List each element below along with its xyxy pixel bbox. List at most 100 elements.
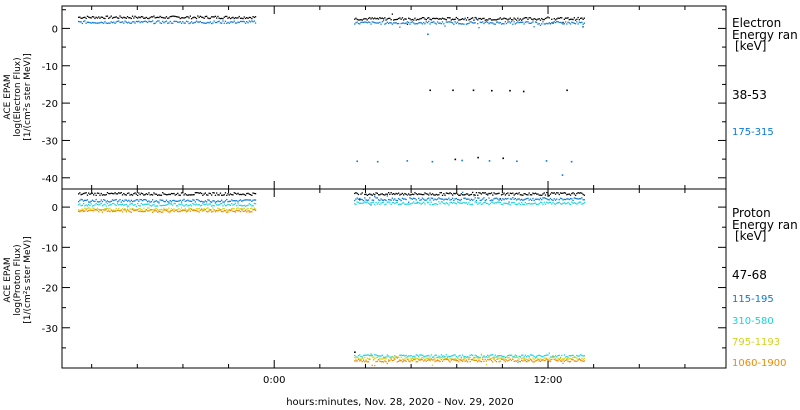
electron-series-1-point [482,21,484,23]
proton-series-1-point [227,201,229,203]
proton-series-2-point [357,355,360,357]
proton-series-2-point [465,356,468,358]
electron-series-0-point [172,15,174,17]
proton-series-0-point [455,192,457,194]
proton-series-2-point [180,203,183,205]
proton-series-1-point [561,198,563,200]
proton-series-2-point [467,203,469,205]
proton-series-2-point [89,204,91,207]
proton-series-2-point [479,202,481,204]
proton-series-1-point [249,199,252,201]
proton-series-0-point [221,194,223,196]
electron-series-0-point [488,18,490,20]
proton-series-0-point [172,193,174,195]
proton-series-0-point [140,192,142,194]
proton-series-3-point [405,357,407,359]
proton-series-1-point [521,198,523,201]
proton-series-3-point [193,208,195,211]
proton-series-1-point [431,197,434,199]
proton-series-3-point [88,207,90,209]
proton-series-2-point [411,356,414,358]
proton-series-2-point [543,355,545,357]
proton-series-4-point [130,211,132,213]
electron-series-1-point [513,21,515,23]
electron-series-1-point [90,22,92,24]
proton-series-2-point [433,356,435,358]
electron-series-1-point [445,21,447,23]
proton-series-4-point [153,210,155,212]
proton-series-4-point [211,211,213,213]
proton-series-0-point [131,194,134,196]
proton-series-2-point [532,203,534,205]
proton-series-4-point [99,209,101,211]
proton-series-4-point [470,358,473,361]
proton-series-0-point [583,194,585,196]
electron-series-0-point [554,19,557,21]
proton-series-4-point [469,361,471,363]
proton-series-1-point [566,198,568,200]
proton-series-2-point [360,202,362,204]
proton-ylabel-line-2: log(Proton Flux) [13,244,23,315]
electron-series-0-point [487,19,489,21]
proton-series-4-point [556,360,558,362]
proton-series-1-point [371,199,373,201]
electron-series-1-point [364,21,366,23]
proton-series-3-point [231,208,233,210]
proton-series-0-point [425,193,427,195]
proton-series-2-point [571,201,573,203]
proton-series-2-point [413,201,415,203]
proton-series-3-point [433,357,435,359]
proton-series-0-point [531,194,533,196]
proton-series-2-point [513,202,515,204]
proton-series-1-point [131,200,134,203]
electron-series-0-point [441,17,444,19]
proton-series-1-point [187,199,189,201]
electron-series-0-point [203,17,205,19]
proton-series-4-point [154,209,156,212]
electron-series-1-point [522,21,524,23]
proton-series-0-point [542,193,544,195]
electron-series-0-point [420,17,422,20]
proton-series-3-point [129,208,131,210]
proton-series-4-point [514,360,516,362]
proton-series-4-point [123,209,125,211]
proton-series-1-point [423,198,425,200]
electron-series-1-point [553,21,555,23]
proton-series-2-point [568,355,570,357]
proton-series-0-point [81,193,83,195]
proton-series-2-point [379,355,381,357]
electron-series-0-point [581,17,583,19]
proton-series-4-point [441,360,444,362]
electron-series-1-point [498,22,500,24]
proton-series-4-point [108,210,110,212]
proton-series-1-point [231,199,233,201]
proton-series-4-point [100,209,102,212]
proton-series-0-point [474,194,476,196]
proton-series-1-point [538,199,540,201]
electron-series-0-point [153,15,155,17]
proton-series-1-point [121,199,124,202]
proton-series-1-point [548,199,550,201]
proton-series-2-point [573,202,575,204]
electron-series-0-point [539,19,542,21]
proton-series-3-point [473,357,475,359]
proton-series-4-point [175,209,178,211]
proton-series-0-point [567,193,569,195]
electron-series-0-point [125,17,127,19]
proton-series-3-point [582,358,584,360]
proton-series-2-point [193,203,195,205]
electron-series-0-point [405,18,407,20]
proton-series-1-point [218,200,220,203]
electron-series-0-point [109,16,111,19]
proton-series-0-point [150,193,153,196]
proton-series-2-point [119,203,121,206]
proton-series-2-point [549,201,552,204]
electron-series-1-point [406,160,409,162]
proton-series-2-point [365,354,367,356]
proton-series-2-point [253,202,255,205]
proton-series-3-point [140,209,142,211]
x-axis-title: hours:minutes, Nov. 28, 2020 - Nov. 29, … [286,397,514,408]
proton-series-3-point [534,357,537,359]
proton-series-1-point [241,200,243,202]
proton-series-2-point [488,355,490,357]
